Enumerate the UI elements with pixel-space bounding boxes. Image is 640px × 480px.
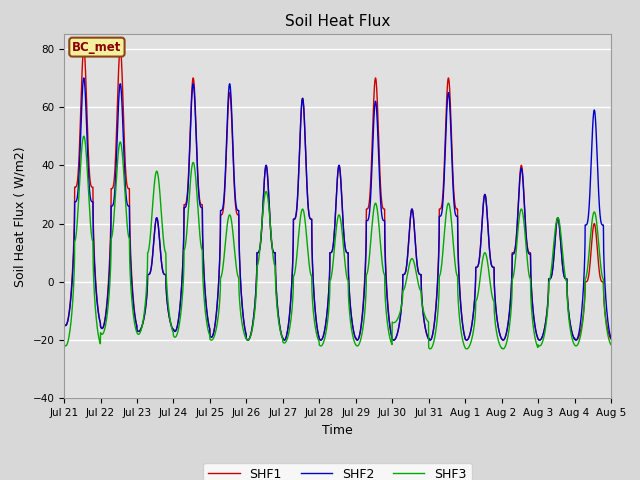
SHF2 [607, 335, 614, 341]
SHF2 [607, 335, 614, 340]
SHF1 [213, 306, 221, 312]
SHF2 [80, 75, 88, 81]
X-axis label: Time: Time [322, 424, 353, 437]
SHF3 [60, 341, 68, 347]
SHF3 [607, 342, 614, 348]
SHF1 [607, 336, 614, 342]
Y-axis label: Soil Heat Flux ( W/m2): Soil Heat Flux ( W/m2) [14, 146, 27, 287]
SHF2 [213, 305, 221, 311]
SHF3 [401, 286, 408, 291]
SHF1 [556, 221, 563, 227]
SHF1 [244, 337, 252, 343]
SHF1 [607, 336, 614, 342]
Line: SHF2: SHF2 [64, 78, 611, 340]
SHF2 [60, 321, 68, 326]
SHF3 [213, 323, 221, 328]
Line: SHF1: SHF1 [64, 49, 611, 340]
SHF1 [80, 46, 88, 52]
SHF1 [60, 320, 68, 326]
SHF2 [391, 336, 399, 342]
SHF3 [607, 341, 614, 347]
SHF1 [177, 287, 185, 293]
SHF2 [401, 271, 408, 277]
SHF3 [391, 320, 399, 325]
SHF1 [401, 271, 408, 277]
Text: BC_met: BC_met [72, 41, 122, 54]
SHF2 [556, 221, 563, 227]
Legend: SHF1, SHF2, SHF3: SHF1, SHF2, SHF3 [204, 463, 472, 480]
SHF3 [177, 306, 185, 312]
SHF2 [244, 337, 252, 343]
SHF1 [391, 336, 399, 342]
SHF3 [426, 346, 434, 352]
SHF2 [177, 288, 185, 294]
Title: Soil Heat Flux: Soil Heat Flux [285, 14, 390, 29]
Line: SHF3: SHF3 [64, 136, 611, 349]
SHF3 [80, 133, 88, 139]
SHF3 [556, 218, 563, 224]
